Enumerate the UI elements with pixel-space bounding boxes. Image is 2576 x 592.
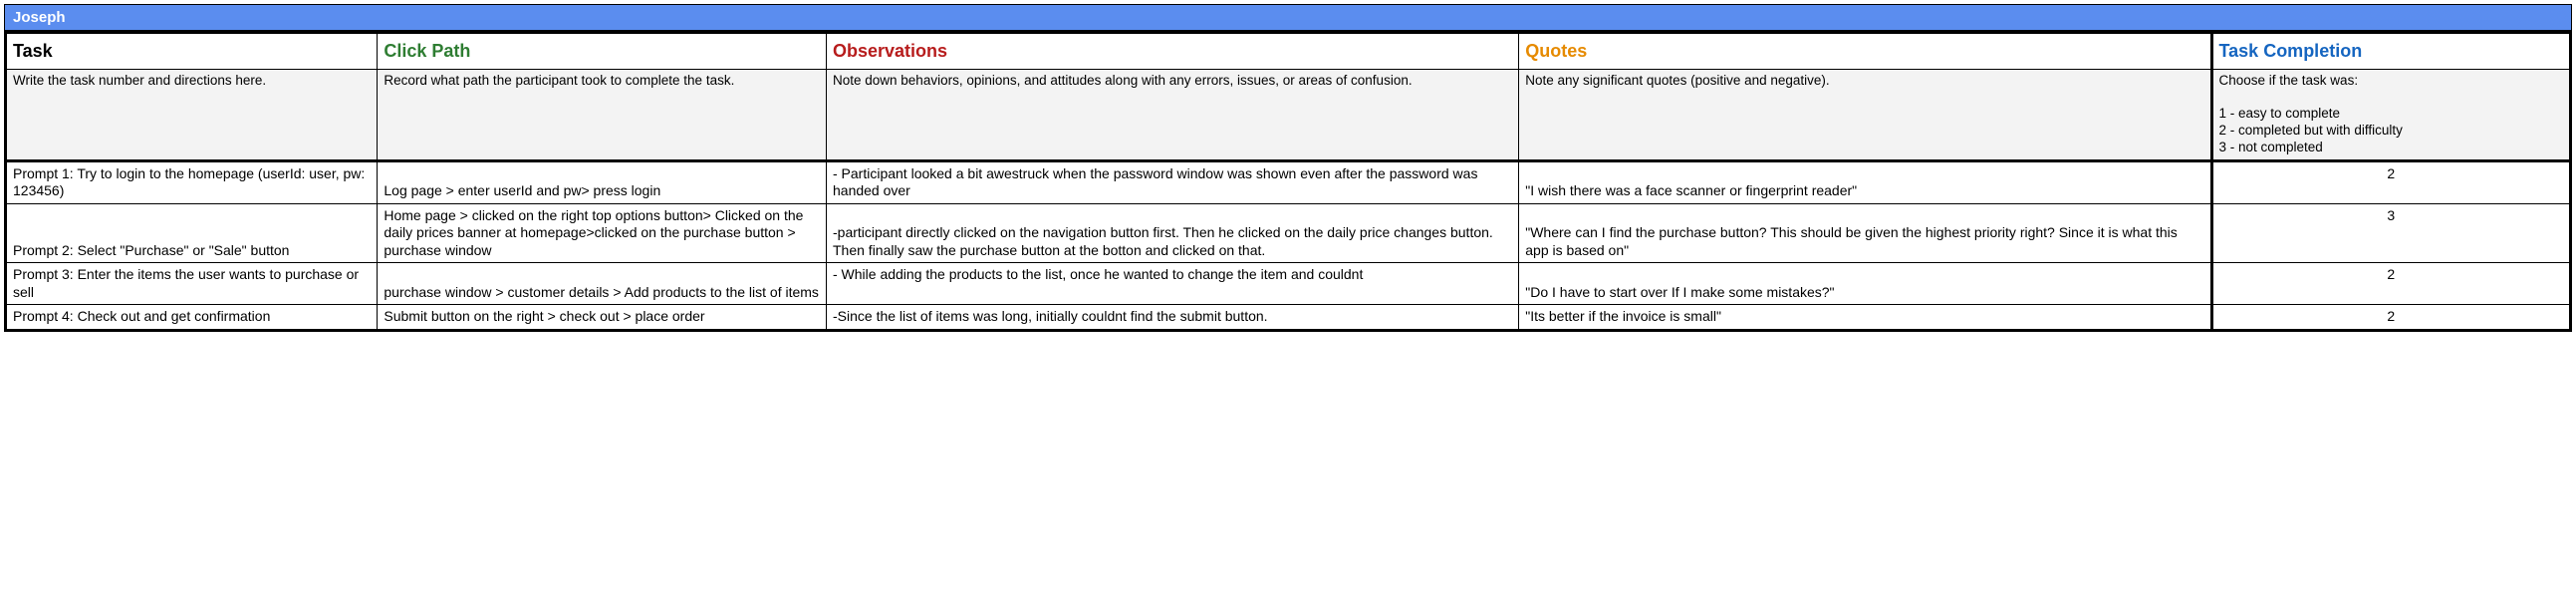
cell-quote: "Do I have to start over If I make some … <box>1519 263 2211 305</box>
col-header-completion: Task Completion <box>2211 33 2571 70</box>
description-row: Write the task number and directions her… <box>6 69 2571 160</box>
cell-path: Submit button on the right > check out >… <box>378 305 827 331</box>
cell-task: Prompt 2: Select "Purchase" or "Sale" bu… <box>6 203 378 263</box>
cell-obs: -Since the list of items was long, initi… <box>827 305 1519 331</box>
cell-quote: "Where can I find the purchase button? T… <box>1519 203 2211 263</box>
col-header-task: Task <box>6 33 378 70</box>
desc-task: Write the task number and directions her… <box>6 69 378 160</box>
table-row: Prompt 2: Select "Purchase" or "Sale" bu… <box>6 203 2571 263</box>
col-header-quotes: Quotes <box>1519 33 2211 70</box>
cell-obs: - While adding the products to the list,… <box>827 263 1519 305</box>
desc-quotes: Note any significant quotes (positive an… <box>1519 69 2211 160</box>
header-row: Task Click Path Observations Quotes Task… <box>6 33 2571 70</box>
col-header-clickpath: Click Path <box>378 33 827 70</box>
cell-completion: 2 <box>2211 160 2571 203</box>
desc-completion: Choose if the task was: 1 - easy to comp… <box>2211 69 2571 160</box>
cell-path: purchase window > customer details > Add… <box>378 263 827 305</box>
cell-quote: "Its better if the invoice is small" <box>1519 305 2211 331</box>
title-bar: Joseph <box>4 4 2572 31</box>
cell-path: Log page > enter userId and pw> press lo… <box>378 160 827 203</box>
table-row: Prompt 3: Enter the items the user wants… <box>6 263 2571 305</box>
cell-obs: -participant directly clicked on the nav… <box>827 203 1519 263</box>
cell-completion: 3 <box>2211 203 2571 263</box>
col-header-observations: Observations <box>827 33 1519 70</box>
table-row: Prompt 1: Try to login to the homepage (… <box>6 160 2571 203</box>
cell-obs: - Participant looked a bit awestruck whe… <box>827 160 1519 203</box>
cell-task: Prompt 1: Try to login to the homepage (… <box>6 160 378 203</box>
cell-completion: 2 <box>2211 263 2571 305</box>
title-text: Joseph <box>13 9 66 26</box>
cell-path: Home page > clicked on the right top opt… <box>378 203 827 263</box>
usability-table: Task Click Path Observations Quotes Task… <box>4 31 2572 332</box>
desc-observations: Note down behaviors, opinions, and attit… <box>827 69 1519 160</box>
cell-task: Prompt 4: Check out and get confirmation <box>6 305 378 331</box>
table-row: Prompt 4: Check out and get confirmation… <box>6 305 2571 331</box>
cell-quote: "I wish there was a face scanner or fing… <box>1519 160 2211 203</box>
cell-task: Prompt 3: Enter the items the user wants… <box>6 263 378 305</box>
desc-clickpath: Record what path the participant took to… <box>378 69 827 160</box>
cell-completion: 2 <box>2211 305 2571 331</box>
